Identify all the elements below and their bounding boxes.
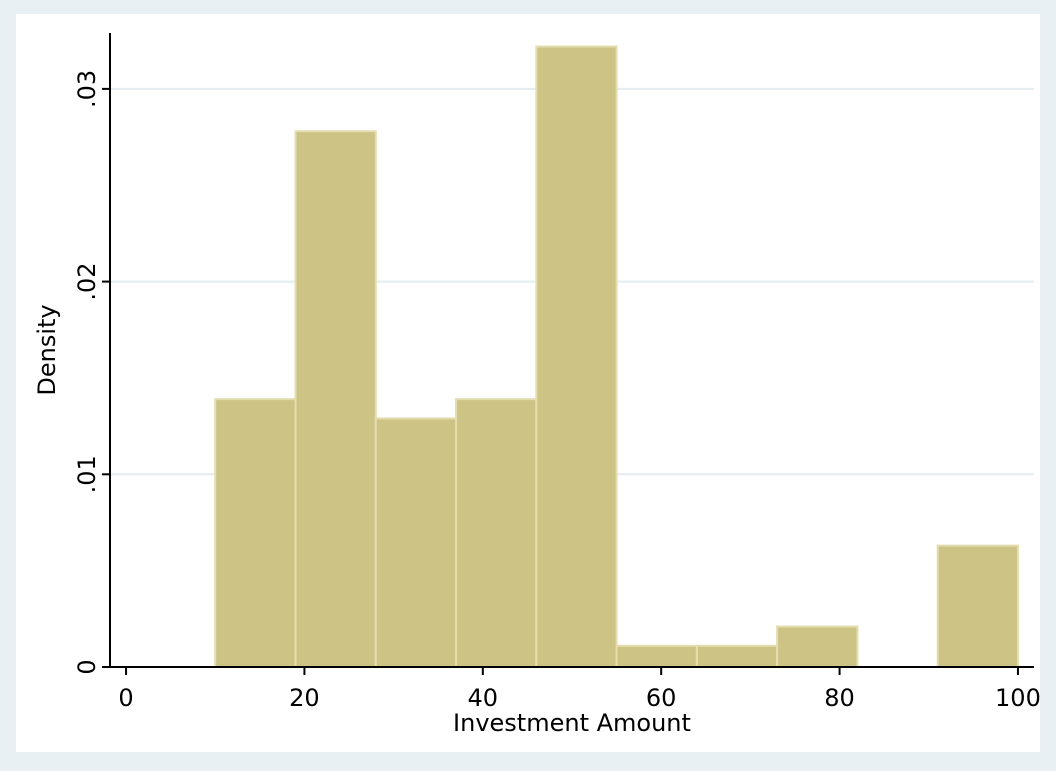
x-axis-label: Investment Amount [453, 709, 691, 737]
bar [294, 130, 377, 668]
y-tick-label: .02 [73, 263, 101, 301]
y-tick-label: 0 [73, 659, 101, 674]
y-axis-label: Density [33, 304, 61, 395]
bar [374, 417, 458, 668]
bar [214, 398, 297, 668]
x-tick-label: 100 [995, 684, 1041, 712]
y-tick-label: .03 [73, 70, 101, 108]
bar [615, 644, 698, 668]
x-tick-label: 80 [824, 684, 855, 712]
x-tick-label: 40 [468, 684, 499, 712]
bar [695, 644, 779, 668]
y-tick-label: .01 [73, 455, 101, 493]
bar [455, 398, 538, 668]
bar [936, 544, 1019, 669]
x-tick-label: 60 [646, 684, 677, 712]
x-tick-label: 20 [289, 684, 320, 712]
x-tick-label: 0 [118, 684, 133, 712]
bar [535, 45, 618, 668]
bar [776, 625, 859, 669]
